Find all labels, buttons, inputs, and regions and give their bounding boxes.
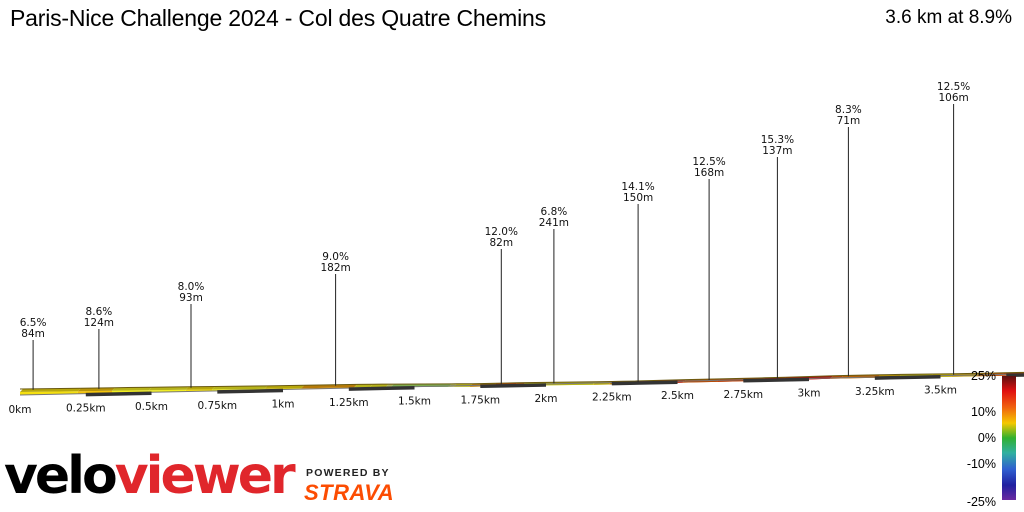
annotation-length-0: 84m [21, 328, 45, 340]
annotation-gradient-9: 8.3% [835, 104, 862, 116]
scale-bar-segment-9 [611, 380, 678, 386]
annotation-gradient-2: 8.0% [178, 281, 205, 293]
annotation-gradient-4: 12.0% [485, 226, 518, 238]
x-tick-label-8: 2km [535, 393, 558, 405]
gradient-band-top-3 [148, 386, 189, 391]
logo-velo: velo [4, 446, 118, 506]
annotation-gradient-7: 12.5% [692, 156, 725, 168]
legend-label-0: 0% [978, 431, 996, 445]
annotation-length-1: 124m [84, 317, 114, 329]
legend-label-minus25: -25% [967, 495, 996, 509]
annotation-length-7: 168m [694, 167, 724, 179]
annotation-gradient-1: 8.6% [86, 306, 113, 318]
gradient-band-top-8 [354, 384, 373, 388]
gradient-band-top-9 [369, 384, 389, 388]
annotation-length-10: 106m [938, 92, 968, 104]
legend-label-10: 10% [971, 405, 996, 419]
profile-top-edge [19, 371, 1024, 390]
annotation-length-4: 82m [490, 237, 514, 249]
page-title: Paris-Nice Challenge 2024 - Col des Quat… [10, 5, 546, 31]
annotation-gradient-0: 6.5% [20, 317, 47, 329]
x-tick-label-13: 3.25km [855, 386, 895, 398]
gradient-legend: 25% 10% 0% -10% -25% [967, 369, 1016, 509]
gradient-band-top-4 [185, 386, 215, 390]
scale-bar-segment-13 [874, 374, 941, 380]
legend-label-minus10: -10% [967, 457, 996, 471]
x-tick-label-3: 0.75km [197, 400, 237, 412]
x-tick-label-14: 3.5km [924, 385, 957, 397]
annotation-length-2: 93m [179, 292, 203, 304]
annotation-length-6: 150m [623, 192, 653, 204]
annotation-length-9: 71m [837, 115, 861, 127]
logo-viewer: viewer [114, 446, 296, 506]
annotation-length-3: 182m [320, 262, 350, 274]
annotation-gradient-3: 9.0% [322, 251, 349, 263]
x-tick-label-10: 2.5km [661, 390, 694, 402]
scale-bar-segment-5 [348, 385, 415, 391]
annotation-length-8: 137m [762, 145, 792, 157]
x-axis-ticks: 0km 0.25km 0.5km 0.75km 1km 1.25km 1.5km 1.75km… [9, 385, 958, 416]
x-tick-label-2: 0.5km [135, 401, 168, 413]
climb-summary: 3.6 km at 8.9% [885, 7, 1012, 28]
distance-scale-bar [85, 373, 1024, 397]
scale-bar-segment-1 [85, 391, 152, 397]
annotation-length-5: 241m [539, 217, 569, 229]
strava-logo: STRAVA [304, 480, 395, 505]
scale-bar-segment-11 [743, 377, 810, 383]
x-tick-label-9: 2.25km [592, 392, 632, 404]
x-tick-label-7: 1.75km [460, 394, 500, 406]
gradient-band-top-10 [385, 384, 394, 388]
gradient-legend-bar [1002, 376, 1016, 500]
annotation-gradient-10: 12.5% [937, 81, 970, 93]
x-tick-label-11: 2.75km [723, 389, 763, 401]
annotation-gradient-5: 6.8% [541, 206, 568, 218]
segment-annotations: 6.5%84m 8.6%124m 8.0%93m 9.0%182m 12.0%82m 6.… [20, 81, 970, 390]
scale-bar-segment-15 [1006, 373, 1024, 378]
scale-bar-segment-3 [217, 388, 284, 394]
powered-by-label: POWERED BY [306, 467, 390, 479]
x-tick-label-12: 3km [798, 387, 821, 399]
legend-label-25: 25% [971, 369, 996, 383]
annotation-gradient-8: 15.3% [761, 134, 794, 146]
veloviewer-logo: veloviewer [4, 446, 296, 506]
x-tick-label-4: 1km [272, 399, 295, 411]
scale-bar-segment-7 [480, 383, 547, 389]
annotation-gradient-6: 14.1% [621, 181, 654, 193]
x-tick-label-0: 0km [9, 404, 32, 416]
x-tick-label-6: 1.5km [398, 396, 431, 408]
x-tick-label-1: 0.25km [66, 403, 106, 415]
x-tick-label-5: 1.25km [329, 397, 369, 409]
